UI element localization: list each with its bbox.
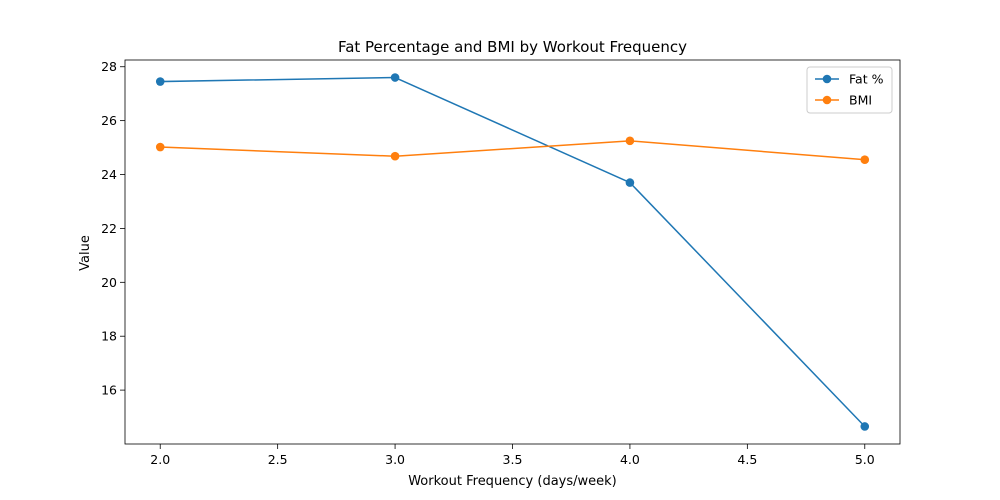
y-tick-label: 16 [101,383,117,398]
y-tick-label: 18 [101,329,117,344]
chart-title: Fat Percentage and BMI by Workout Freque… [338,38,687,56]
x-tick-label: 4.0 [620,452,640,467]
y-axis-label: Value [78,235,93,271]
x-tick-label: 4.5 [737,452,757,467]
x-tick-label: 2.5 [268,452,288,467]
series-line-1 [159,140,866,161]
legend-marker-1 [822,95,832,105]
data-point-1-2 [625,136,635,146]
plot-frame [124,59,901,445]
series-line-0 [159,76,866,428]
data-point-0-1 [390,73,400,82]
y-tick-label: 20 [101,275,117,290]
x-tick-label: 5.0 [855,452,875,467]
x-tick-label: 3.0 [385,452,405,467]
legend-label-0: Fat % [849,72,884,87]
data-point-1-1 [390,151,400,161]
y-tick-label: 24 [101,167,117,182]
y-tick-label: 28 [101,59,117,74]
y-tick-label: 22 [101,221,117,236]
x-tick-label: 3.5 [503,452,523,467]
data-point-0-2 [625,178,635,187]
legend: Fat % BMI [806,66,893,114]
x-tick-label: 2.0 [150,452,170,467]
y-tick-label: 26 [101,113,117,128]
data-point-0-3 [860,422,870,431]
legend-marker-0 [822,74,832,84]
data-point-1-3 [860,155,870,165]
x-axis-label: Workout Frequency (days/week) [408,474,617,489]
plot-area: 2.0 2.5 3.0 3.5 4.0 4.5 5.0 16 18 20 22 24 26 28 [101,59,901,467]
data-point-0-0 [155,77,165,86]
legend-label-1: BMI [849,93,872,108]
data-point-1-0 [155,142,165,152]
